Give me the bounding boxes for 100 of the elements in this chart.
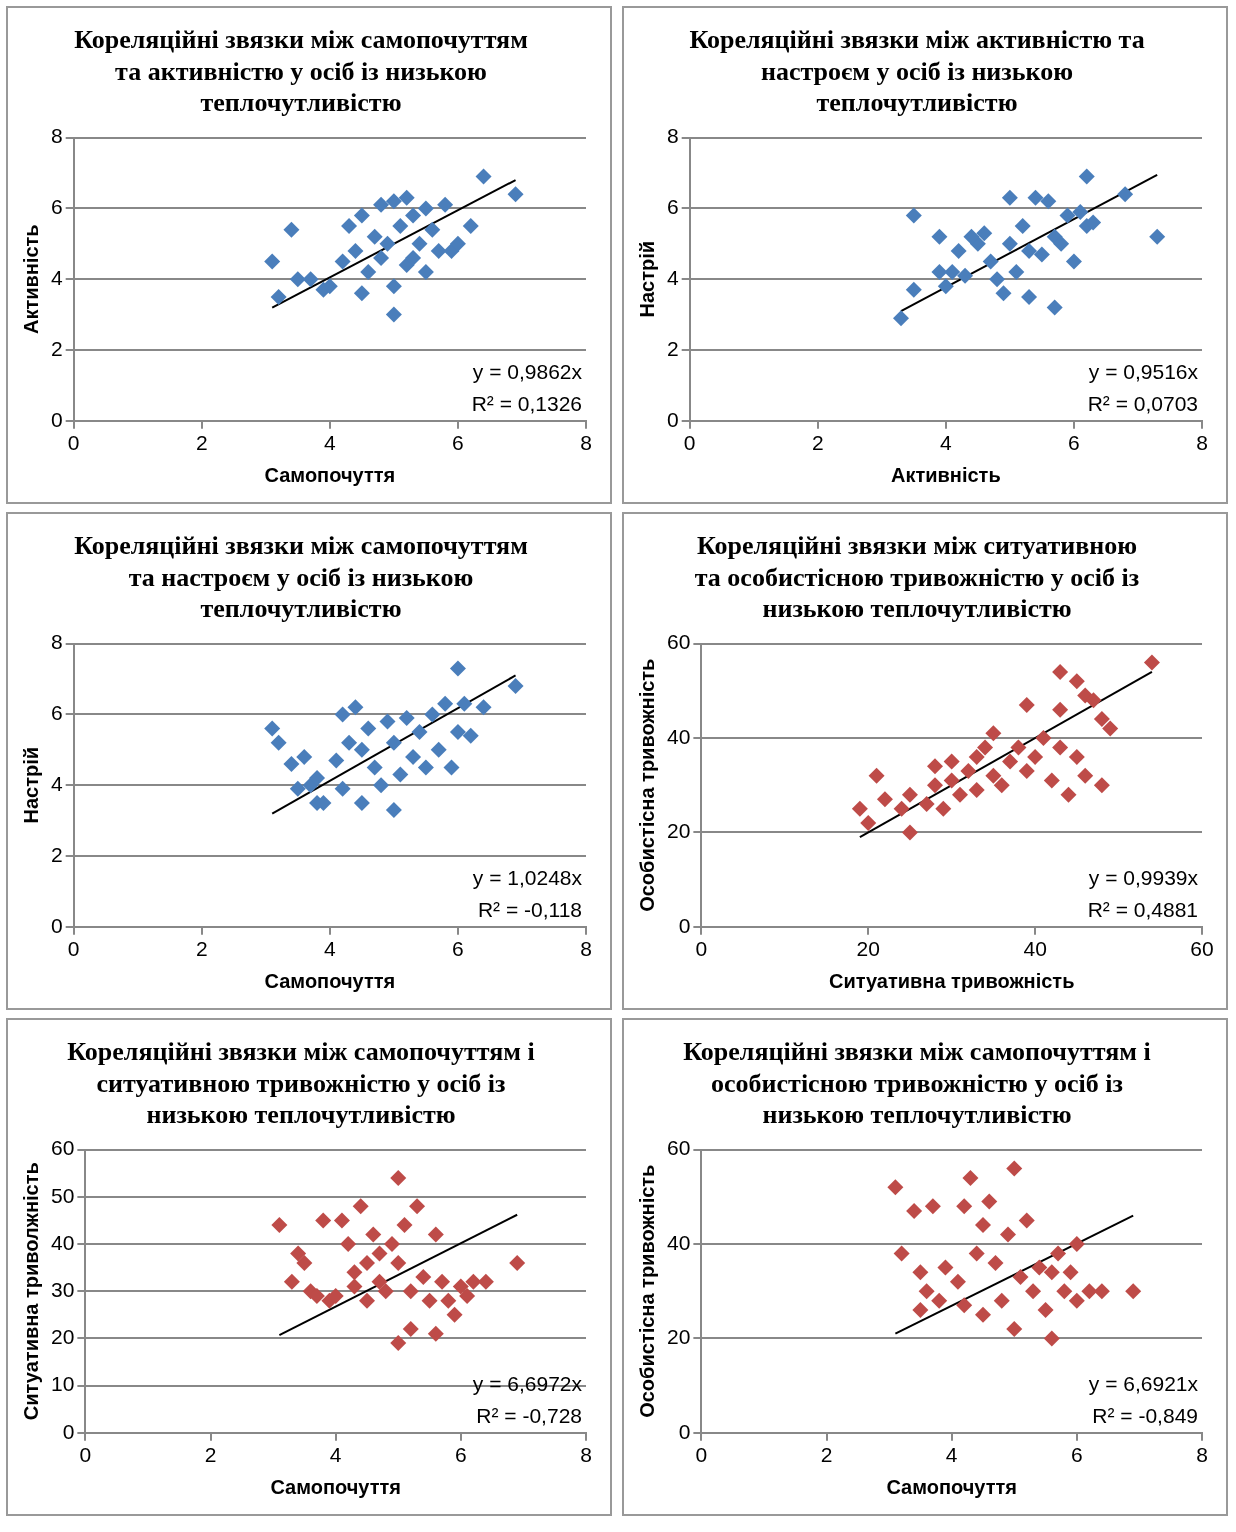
point	[371, 1273, 388, 1290]
annotation: y = 1,0248x	[472, 865, 583, 889]
y-tick-label: 6	[666, 195, 679, 219]
point	[893, 310, 910, 327]
point	[1031, 1259, 1048, 1276]
point	[893, 1245, 910, 1262]
point	[1001, 189, 1018, 206]
point	[373, 249, 390, 266]
chart-title: Кореляційні звязки між самопочуттям та настроєм у осіб із низькою теплочутливістю	[74, 531, 528, 623]
point	[405, 249, 422, 266]
point	[358, 1292, 375, 1309]
point	[1027, 748, 1044, 765]
point	[943, 772, 960, 789]
point	[931, 228, 948, 245]
point	[415, 1269, 432, 1286]
point	[462, 218, 479, 235]
point	[989, 271, 1006, 288]
point	[296, 748, 313, 765]
point	[912, 1302, 929, 1319]
point	[424, 221, 441, 238]
point	[963, 228, 980, 245]
chart-title: Кореляційні звязки між активністю та настроєм у осіб із низькою теплочутливістю	[689, 25, 1145, 117]
point	[1010, 739, 1027, 756]
point	[446, 1306, 463, 1323]
point	[427, 1325, 444, 1342]
point	[995, 285, 1012, 302]
point	[1043, 1264, 1060, 1281]
y-axis-title: Особистісна тривожність	[635, 658, 658, 912]
point	[405, 207, 422, 224]
point	[507, 186, 524, 203]
point	[424, 706, 441, 723]
point	[926, 777, 943, 794]
annotation: y = 0,9939x	[1088, 865, 1199, 889]
point	[360, 264, 377, 281]
point	[296, 1254, 313, 1271]
point	[1078, 168, 1095, 185]
point	[1125, 1283, 1142, 1300]
point	[411, 724, 428, 741]
point	[398, 709, 415, 726]
point	[1033, 246, 1050, 263]
point	[1025, 1283, 1042, 1300]
y-tick-label: 40	[667, 1230, 691, 1254]
point	[876, 791, 893, 808]
x-axis-title: Самопочуття	[264, 463, 396, 486]
point	[1012, 1269, 1029, 1286]
y-tick-label: 2	[50, 842, 63, 866]
annotation: R² = 0,0703	[1087, 391, 1198, 415]
point	[270, 734, 287, 751]
y-tick-label: 4	[50, 772, 63, 795]
point	[459, 1287, 476, 1304]
point	[417, 200, 434, 217]
point	[1053, 235, 1070, 252]
point	[449, 660, 466, 677]
point	[912, 1264, 929, 1281]
x-tick-label: 4	[329, 1443, 342, 1467]
point	[341, 734, 358, 751]
point	[384, 1236, 400, 1252]
point	[477, 1273, 494, 1290]
point	[373, 196, 390, 213]
point	[402, 1320, 419, 1337]
point	[905, 281, 922, 298]
point	[1043, 772, 1060, 789]
point	[462, 727, 479, 744]
point	[430, 741, 447, 758]
y-tick-label: 0	[50, 407, 63, 431]
x-axis-title: Самопочуття	[264, 969, 396, 992]
point	[443, 759, 460, 776]
point	[1035, 730, 1052, 746]
y-tick-label: 20	[51, 1325, 75, 1349]
point	[952, 786, 969, 803]
point	[851, 800, 868, 817]
y-tick-label: 20	[667, 1325, 691, 1349]
x-tick-label: 4	[945, 1443, 958, 1467]
point	[315, 1212, 332, 1229]
x-tick-label: 8	[580, 1443, 592, 1467]
point	[1052, 663, 1069, 680]
point	[328, 752, 345, 769]
point	[398, 189, 415, 206]
point	[417, 264, 434, 281]
point	[1018, 1212, 1035, 1229]
y-tick-label: 60	[667, 630, 691, 654]
point	[1000, 1226, 1016, 1243]
point	[456, 695, 473, 712]
point	[449, 724, 466, 741]
point	[366, 759, 383, 776]
point	[1068, 673, 1085, 690]
y-tick-label: 8	[50, 124, 63, 148]
point	[1027, 189, 1044, 206]
point	[977, 739, 994, 756]
x-tick-label: 60	[1190, 937, 1214, 961]
point	[931, 264, 948, 281]
point	[1008, 264, 1025, 281]
point	[949, 1273, 966, 1290]
x-tick-label: 6	[452, 937, 464, 961]
annotation: y = 0,9862x	[472, 359, 583, 383]
point	[347, 699, 364, 716]
point	[1046, 299, 1063, 316]
point	[507, 678, 524, 695]
annotation: R² = -0,118	[477, 897, 582, 921]
point	[385, 193, 402, 210]
